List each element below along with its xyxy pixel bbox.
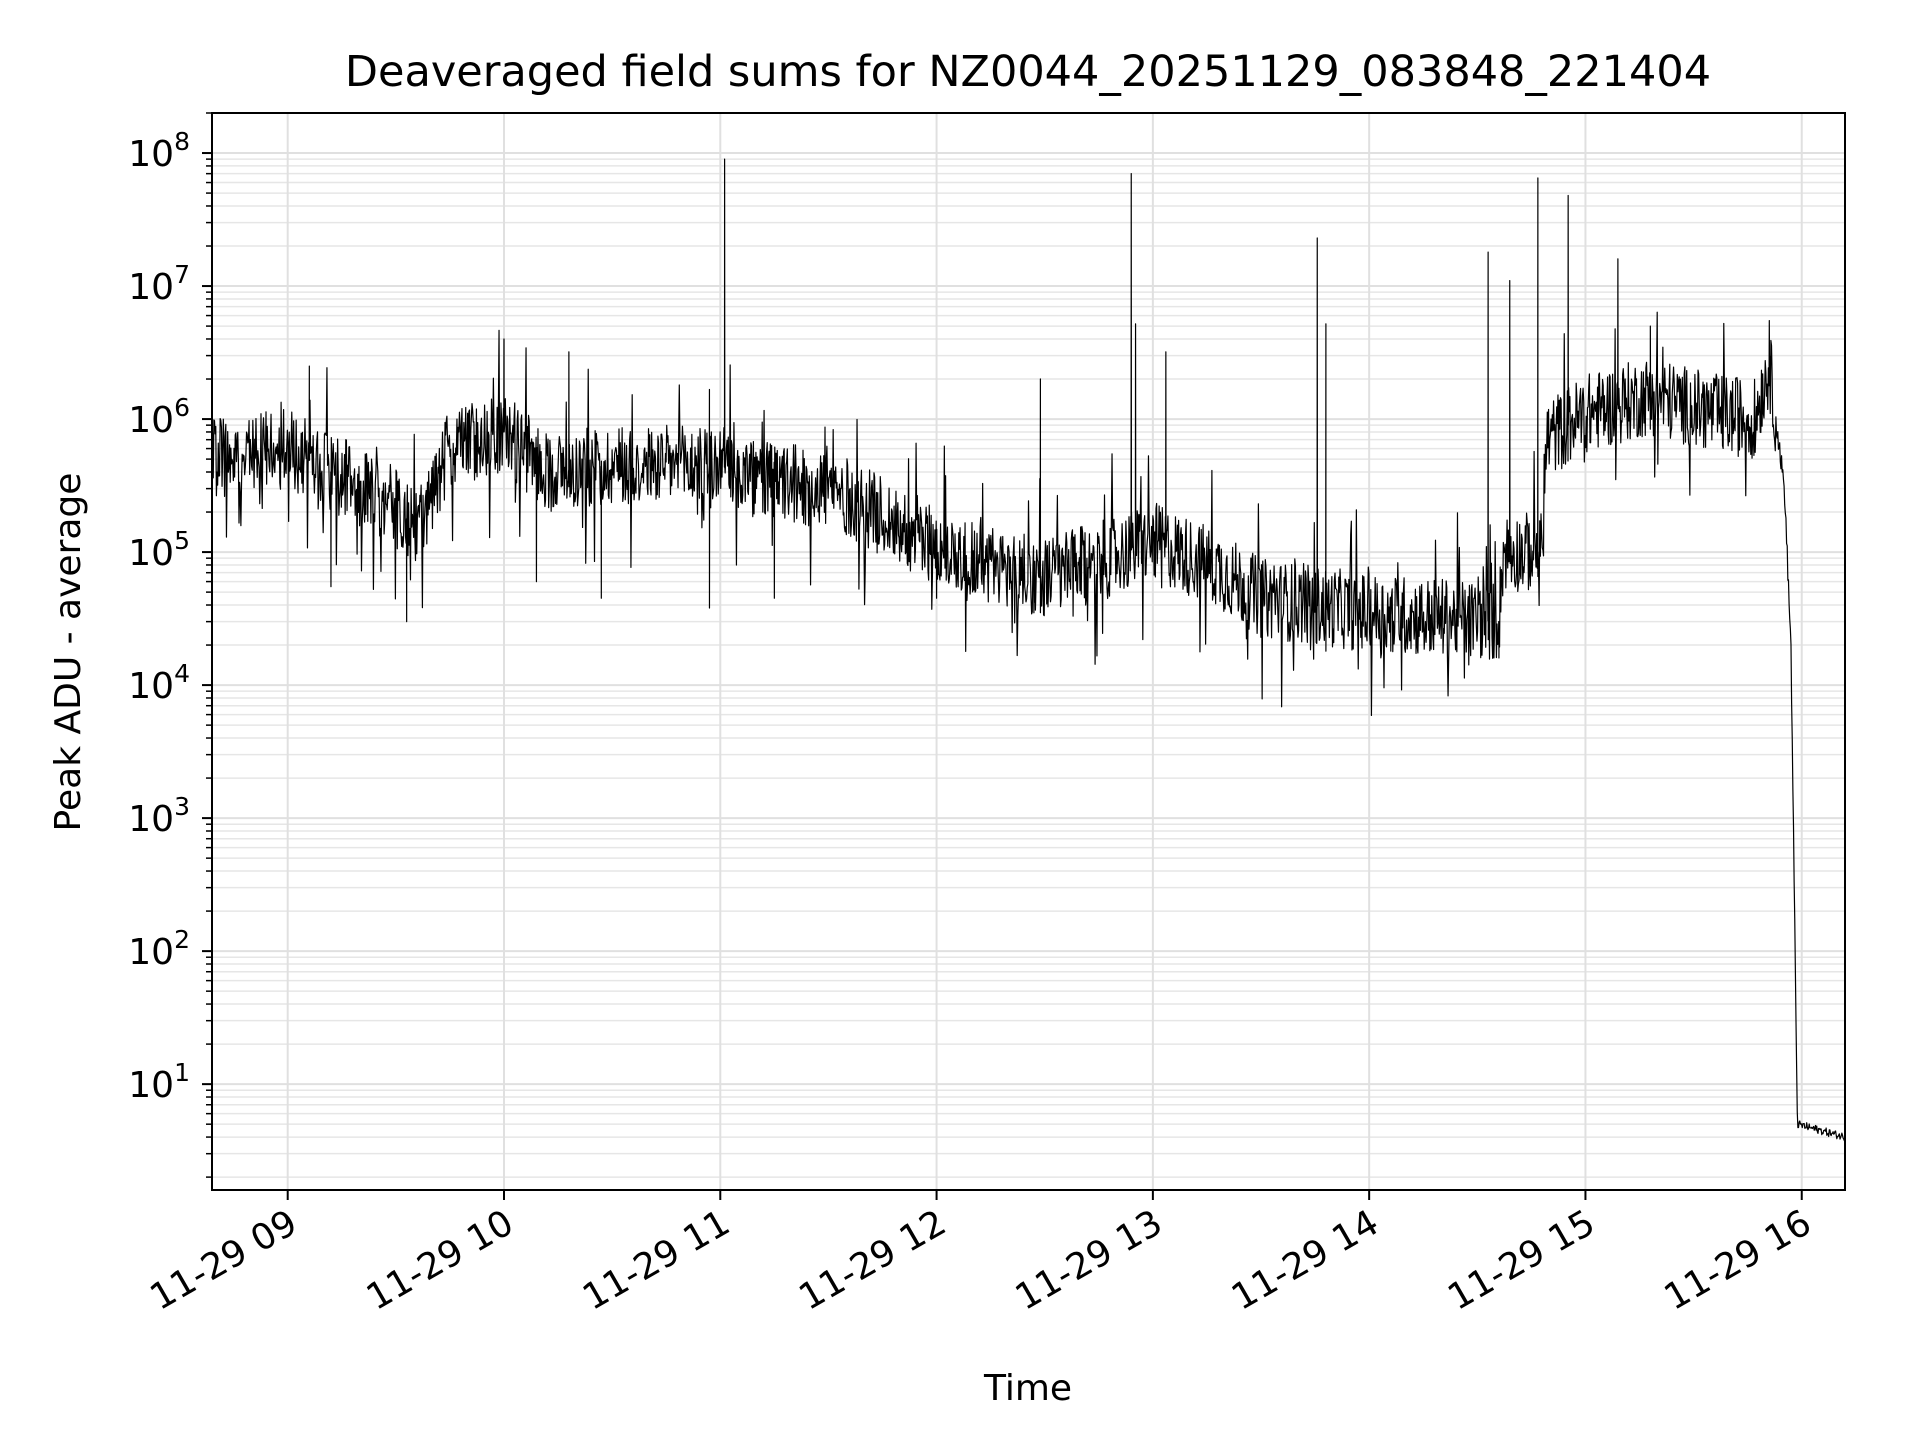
y-tick-label: 102: [128, 925, 190, 973]
y-tick-label: 106: [128, 393, 190, 441]
y-tick-label: 105: [128, 526, 190, 574]
y-tick-label: 108: [128, 127, 190, 175]
series-line: [211, 158, 1846, 1142]
y-tick-label: 107: [128, 260, 190, 308]
y-tick-label: 104: [128, 659, 190, 707]
y-axis-label: Peak ADU - average: [48, 473, 89, 832]
y-axis-ticks: 101 102 103 104 105 106 107 108: [128, 112, 212, 1178]
y-tick-label: 103: [128, 792, 190, 840]
plot-frame: [211, 112, 1846, 1191]
chart-title: Deaveraged field sums for NZ0044_2025112…: [345, 47, 1711, 97]
minor-gridlines: [212, 112, 1845, 1178]
y-tick-label: 101: [128, 1058, 190, 1106]
x-axis-label: Time: [983, 1368, 1072, 1409]
